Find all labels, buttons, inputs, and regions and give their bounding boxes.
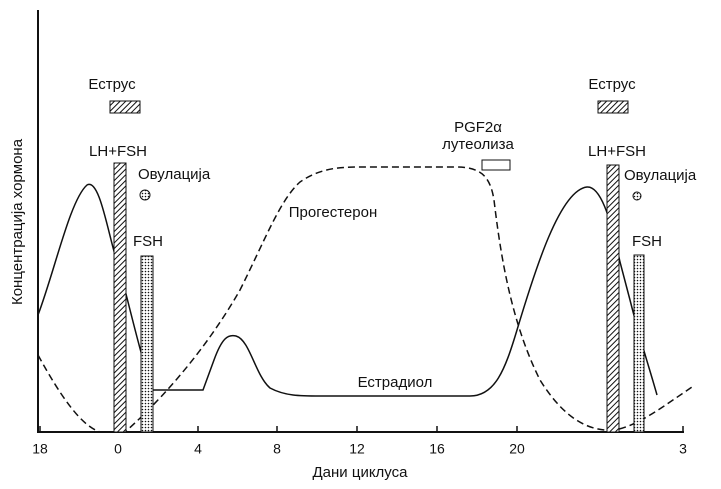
estradiol-curve [37, 183, 658, 397]
pgf-label: PGF2α [454, 119, 502, 136]
ovulation-mark [632, 191, 642, 201]
fsh-label: FSH [632, 233, 662, 250]
ovulation-label: Овулација [624, 167, 697, 184]
x-tick-label: 16 [429, 441, 445, 457]
x-ticks: 18 0 4 8 12 16 20 3 [32, 426, 687, 457]
luteolysis-label: лутеолиза [442, 136, 514, 153]
x-tick-label: 8 [273, 441, 281, 457]
x-tick-label: 18 [32, 441, 48, 457]
progesterone-label: Прогестерон [289, 204, 377, 221]
ovulation-label: Овулација [138, 166, 211, 183]
lh-fsh-label: LH+FSH [89, 143, 147, 160]
estrus-label: Еструс [88, 76, 136, 93]
x-axis-label: Дани циклуса [313, 464, 409, 481]
x-tick-label: 20 [509, 441, 525, 457]
luteolysis-box [481, 159, 511, 171]
fsh-bar [140, 255, 154, 433]
lh-fsh-bar [606, 164, 620, 433]
x-tick-label: 0 [114, 441, 122, 457]
x-tick-label: 12 [349, 441, 365, 457]
y-axis-label: Концентрација хормона [9, 138, 26, 305]
fsh-bar [633, 254, 645, 433]
fsh-label: FSH [133, 233, 163, 250]
x-tick-label: 3 [679, 441, 687, 457]
estrus-box [109, 100, 141, 114]
ovulation-mark [139, 189, 151, 201]
estrus-label: Еструс [588, 76, 636, 93]
lh-fsh-bar [113, 162, 127, 433]
estrus-box [597, 100, 629, 114]
x-tick-label: 4 [194, 441, 202, 457]
lh-fsh-label: LH+FSH [588, 143, 646, 160]
estradiol-label: Естрадиол [358, 374, 433, 391]
